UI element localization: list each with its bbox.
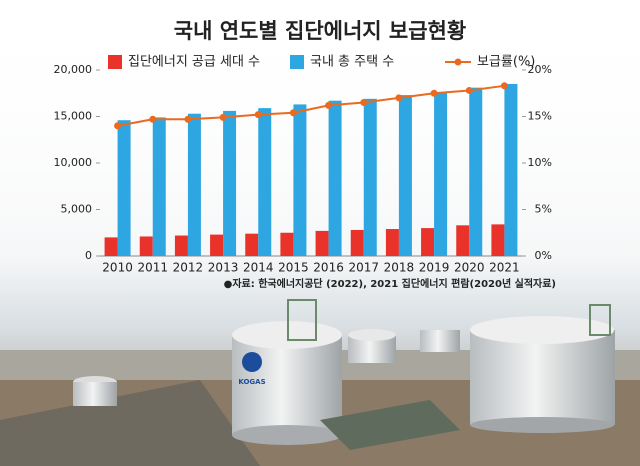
legend-swatch <box>108 55 122 69</box>
bar <box>350 229 364 256</box>
rate-line <box>117 84 505 127</box>
legend-swatch <box>290 55 304 69</box>
bar <box>363 98 377 256</box>
rate-point <box>184 115 192 123</box>
x-tick-label: 2017 <box>348 261 379 275</box>
x-tick-label: 2014 <box>243 261 274 275</box>
bar <box>245 233 259 256</box>
photo: KOGAS <box>0 299 640 466</box>
x-tick-label: 2010 <box>102 261 133 275</box>
bar <box>504 83 518 256</box>
y-tick-label: 5,000 <box>61 203 93 216</box>
rate-point <box>325 101 333 109</box>
y2-tick-label: 5% <box>535 203 552 216</box>
legend-marker <box>454 58 462 66</box>
x-tick-label: 2015 <box>278 261 309 275</box>
y-tick-label: 10,000 <box>54 156 93 169</box>
bar <box>315 230 329 256</box>
y-tick-label: 15,000 <box>54 110 93 123</box>
legend-label: 보급률(%) <box>477 55 535 70</box>
x-tick-label: 2021 <box>489 261 520 275</box>
bar <box>434 92 448 256</box>
bar <box>174 235 188 256</box>
y2-tick-label: 10% <box>528 156 552 169</box>
x-tick-label: 2011 <box>137 261 168 275</box>
rate-point <box>430 89 438 97</box>
bar <box>258 108 272 256</box>
y2-tick-label: 0% <box>535 249 552 262</box>
rate-point <box>254 111 262 119</box>
bar <box>328 100 342 256</box>
bar <box>456 225 470 256</box>
x-tick-label: 2016 <box>313 261 344 275</box>
tank-logo: KOGAS <box>238 378 265 386</box>
y-tick-label: 0 <box>85 249 92 262</box>
source-note: ●자료: 한국에너지공단 (2022), 2021 집단에너지 편람(2020년… <box>224 277 556 290</box>
bar <box>280 232 294 256</box>
bar <box>293 104 307 256</box>
y2-tick-label: 20% <box>528 63 552 76</box>
rate-point <box>149 115 157 123</box>
x-tick-label: 2019 <box>419 261 450 275</box>
rate-point <box>289 109 297 117</box>
bar <box>104 237 118 256</box>
bar <box>421 228 435 256</box>
x-tick-label: 2018 <box>384 261 415 275</box>
bar <box>139 236 153 256</box>
bar <box>223 110 237 256</box>
rate-point <box>219 113 227 121</box>
rate-point <box>500 82 508 90</box>
x-tick-label: 2013 <box>208 261 239 275</box>
y-tick-label: 20,000 <box>54 63 93 76</box>
bar <box>152 117 166 257</box>
bar <box>385 229 399 256</box>
legend-label: 집단에너지 공급 세대 수 <box>128 55 260 70</box>
rate-point <box>465 86 473 94</box>
x-tick-label: 2012 <box>173 261 204 275</box>
bar <box>117 120 131 256</box>
y2-tick-label: 15% <box>528 110 552 123</box>
rate-point <box>395 94 403 102</box>
bar <box>469 87 483 256</box>
rate-point <box>114 122 122 130</box>
bar <box>210 234 224 256</box>
x-tick-label: 2020 <box>454 261 485 275</box>
bar <box>398 95 412 256</box>
bar <box>187 113 201 257</box>
bar <box>491 224 505 256</box>
legend-label: 국내 총 주택 수 <box>310 55 394 70</box>
chart-title: 국내 연도별 집단에너지 보급현황 <box>174 19 466 43</box>
rate-point <box>360 99 368 107</box>
